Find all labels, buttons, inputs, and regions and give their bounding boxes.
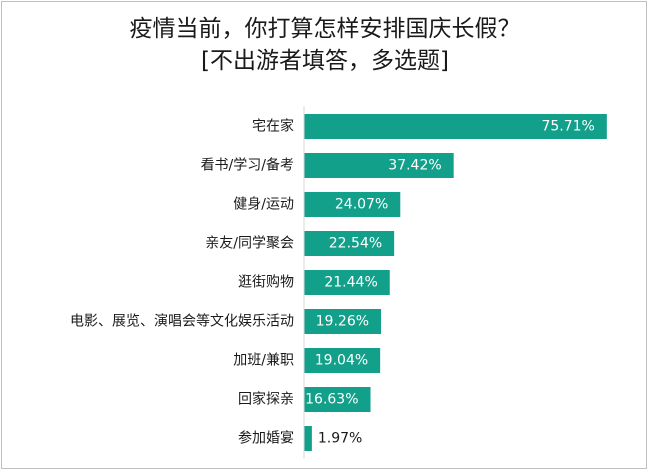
category-label: 看书/学习/备考 [201,157,294,174]
category-label: 健身/运动 [233,197,294,213]
bar [304,426,312,451]
data-label: 1.97% [318,431,362,447]
data-label: 37.42% [388,158,441,174]
bar [304,192,401,217]
category-label: 宅在家 [252,118,294,135]
bar [304,387,371,412]
bar [304,153,454,178]
data-label: 21.44% [324,275,377,291]
chart-subtitle: [不出游者填答，多选题] [201,48,449,74]
bar [304,114,607,139]
chart-title: 疫情当前，你打算怎样安排国庆长假？ [129,16,521,42]
category-label: 电影、展览、演唱会等文化娱乐活动 [70,313,294,330]
category-label: 逛街购物 [238,275,294,291]
bar [304,231,395,256]
bar [304,309,382,334]
data-label: 16.63% [305,392,358,408]
category-label: 加班/兼职 [233,353,294,369]
data-label: 19.04% [315,353,368,369]
data-label: 24.07% [335,197,388,213]
category-label: 亲友/同学聚会 [205,236,294,252]
data-label: 19.26% [316,314,369,330]
data-label: 22.54% [329,236,382,252]
bar [304,348,381,373]
category-label: 回家探亲 [238,391,294,408]
bar [304,270,390,295]
category-label: 参加婚宴 [238,430,294,447]
data-label: 75.71% [541,119,594,135]
